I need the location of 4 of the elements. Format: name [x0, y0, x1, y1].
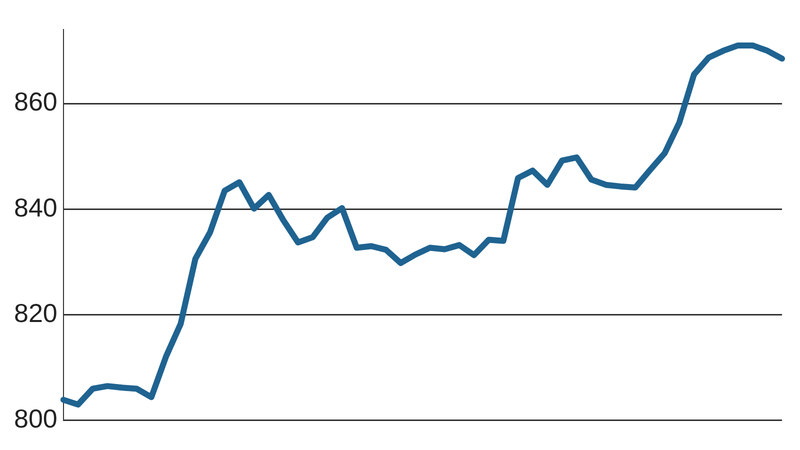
y-tick-label: 840 [14, 192, 58, 222]
y-tick-label: 860 [14, 86, 58, 117]
y-tick-label: 800 [14, 404, 58, 434]
y-tick-label: 820 [14, 298, 58, 328]
